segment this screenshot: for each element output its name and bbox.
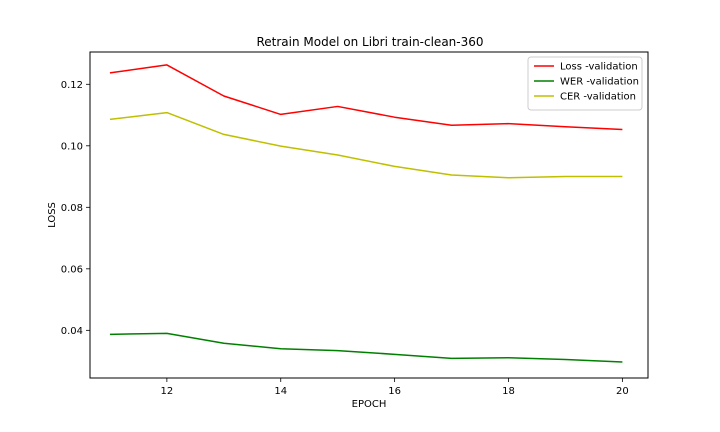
series-line-1 [109,64,623,131]
x-tick-label: 18 [502,386,515,397]
x-axis-label: EPOCH [352,399,387,410]
series-layer [109,64,623,363]
chart-title: Retrain Model on Libri train-clean-360 [256,35,483,49]
legend-label: Loss -validation [560,62,638,73]
series-line-3 [109,111,623,179]
y-tick-label: 0.06 [61,264,83,275]
y-tick-label: 0.12 [61,80,83,91]
y-tick-label: 0.08 [61,203,83,214]
y-tick-label: 0.04 [61,326,83,337]
x-tick-label: 20 [616,386,629,397]
series-line-2 [109,332,623,363]
plot-area [89,51,649,379]
y-axis-label: LOSS [47,202,58,228]
y-axis: 0.04 0.06 0.08 0.10 0.12 [61,80,90,337]
x-tick-label: 14 [274,386,287,397]
legend-label: WER -validation [560,77,639,88]
x-tick-label: 16 [388,386,401,397]
x-axis: 12 14 16 18 20 [161,378,629,397]
legend-box [527,56,643,111]
legend-label: CER -validation [560,92,636,103]
x-tick-label: 12 [161,386,174,397]
legend: Loss -validation WER -validation CER -vali… [527,56,643,111]
y-tick-label: 0.10 [61,141,83,152]
